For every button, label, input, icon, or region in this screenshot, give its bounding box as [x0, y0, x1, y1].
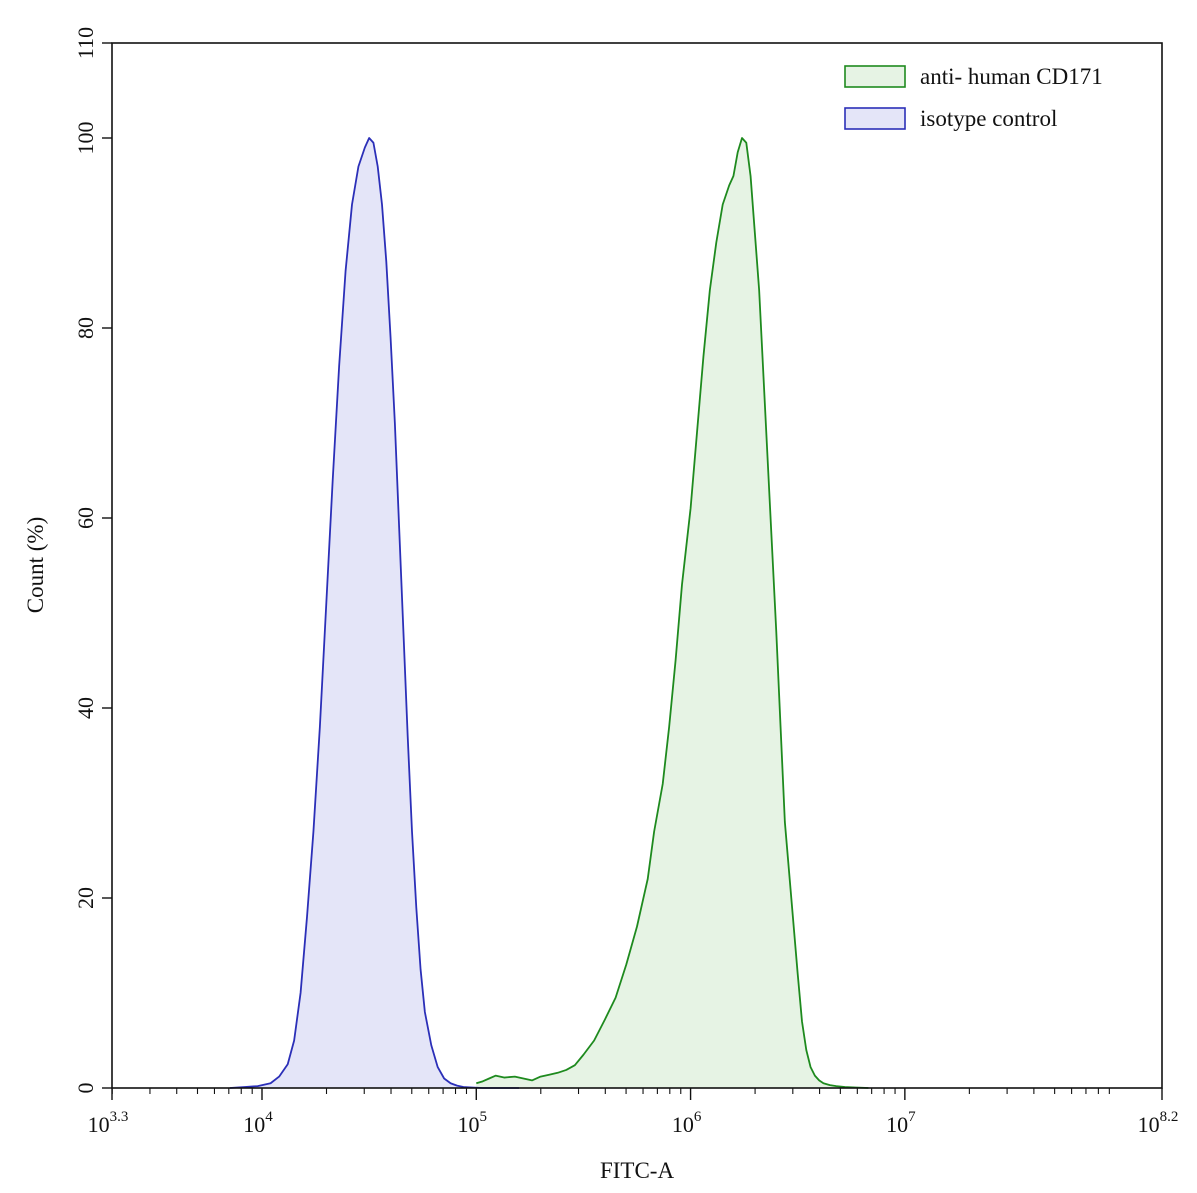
y-tick-label: 80	[73, 317, 98, 339]
series-line-0	[476, 137, 869, 1089]
y-tick-label: 40	[73, 697, 98, 719]
y-tick-label: 0	[73, 1083, 98, 1094]
y-tick-label: 20	[73, 887, 98, 909]
legend-swatch-0	[844, 65, 906, 88]
series-line-1	[229, 137, 520, 1089]
y-axis-title: Count (%)	[23, 517, 48, 613]
series-layer	[229, 137, 869, 1089]
legend-swatch-1	[844, 107, 906, 130]
legend-label-0: anti- human CD171	[920, 64, 1103, 89]
series-area-1	[229, 138, 520, 1088]
x-tick-label: 106	[672, 1109, 702, 1137]
x-axis-title: FITC-A	[600, 1158, 675, 1183]
y-tick-label: 60	[73, 507, 98, 529]
legend: anti- human CD171 isotype control	[844, 64, 1103, 131]
legend-label-1: isotype control	[920, 106, 1057, 131]
plot-frame	[111, 42, 1163, 1089]
x-tick-label: 103.3	[88, 1109, 129, 1137]
x-tick-label: 108.2	[1138, 1109, 1179, 1137]
y-tick-label: 110	[73, 27, 98, 59]
x-tick-label: 107	[886, 1109, 916, 1137]
x-tick-label: 104	[243, 1109, 273, 1137]
series-area-0	[476, 138, 869, 1088]
ticks-layer: 0 20 40 60 80 100 110 103.3 104 105 106 107 108.2	[73, 27, 1178, 1137]
y-tick-label: 100	[73, 122, 98, 155]
x-tick-label: 105	[458, 1109, 488, 1137]
